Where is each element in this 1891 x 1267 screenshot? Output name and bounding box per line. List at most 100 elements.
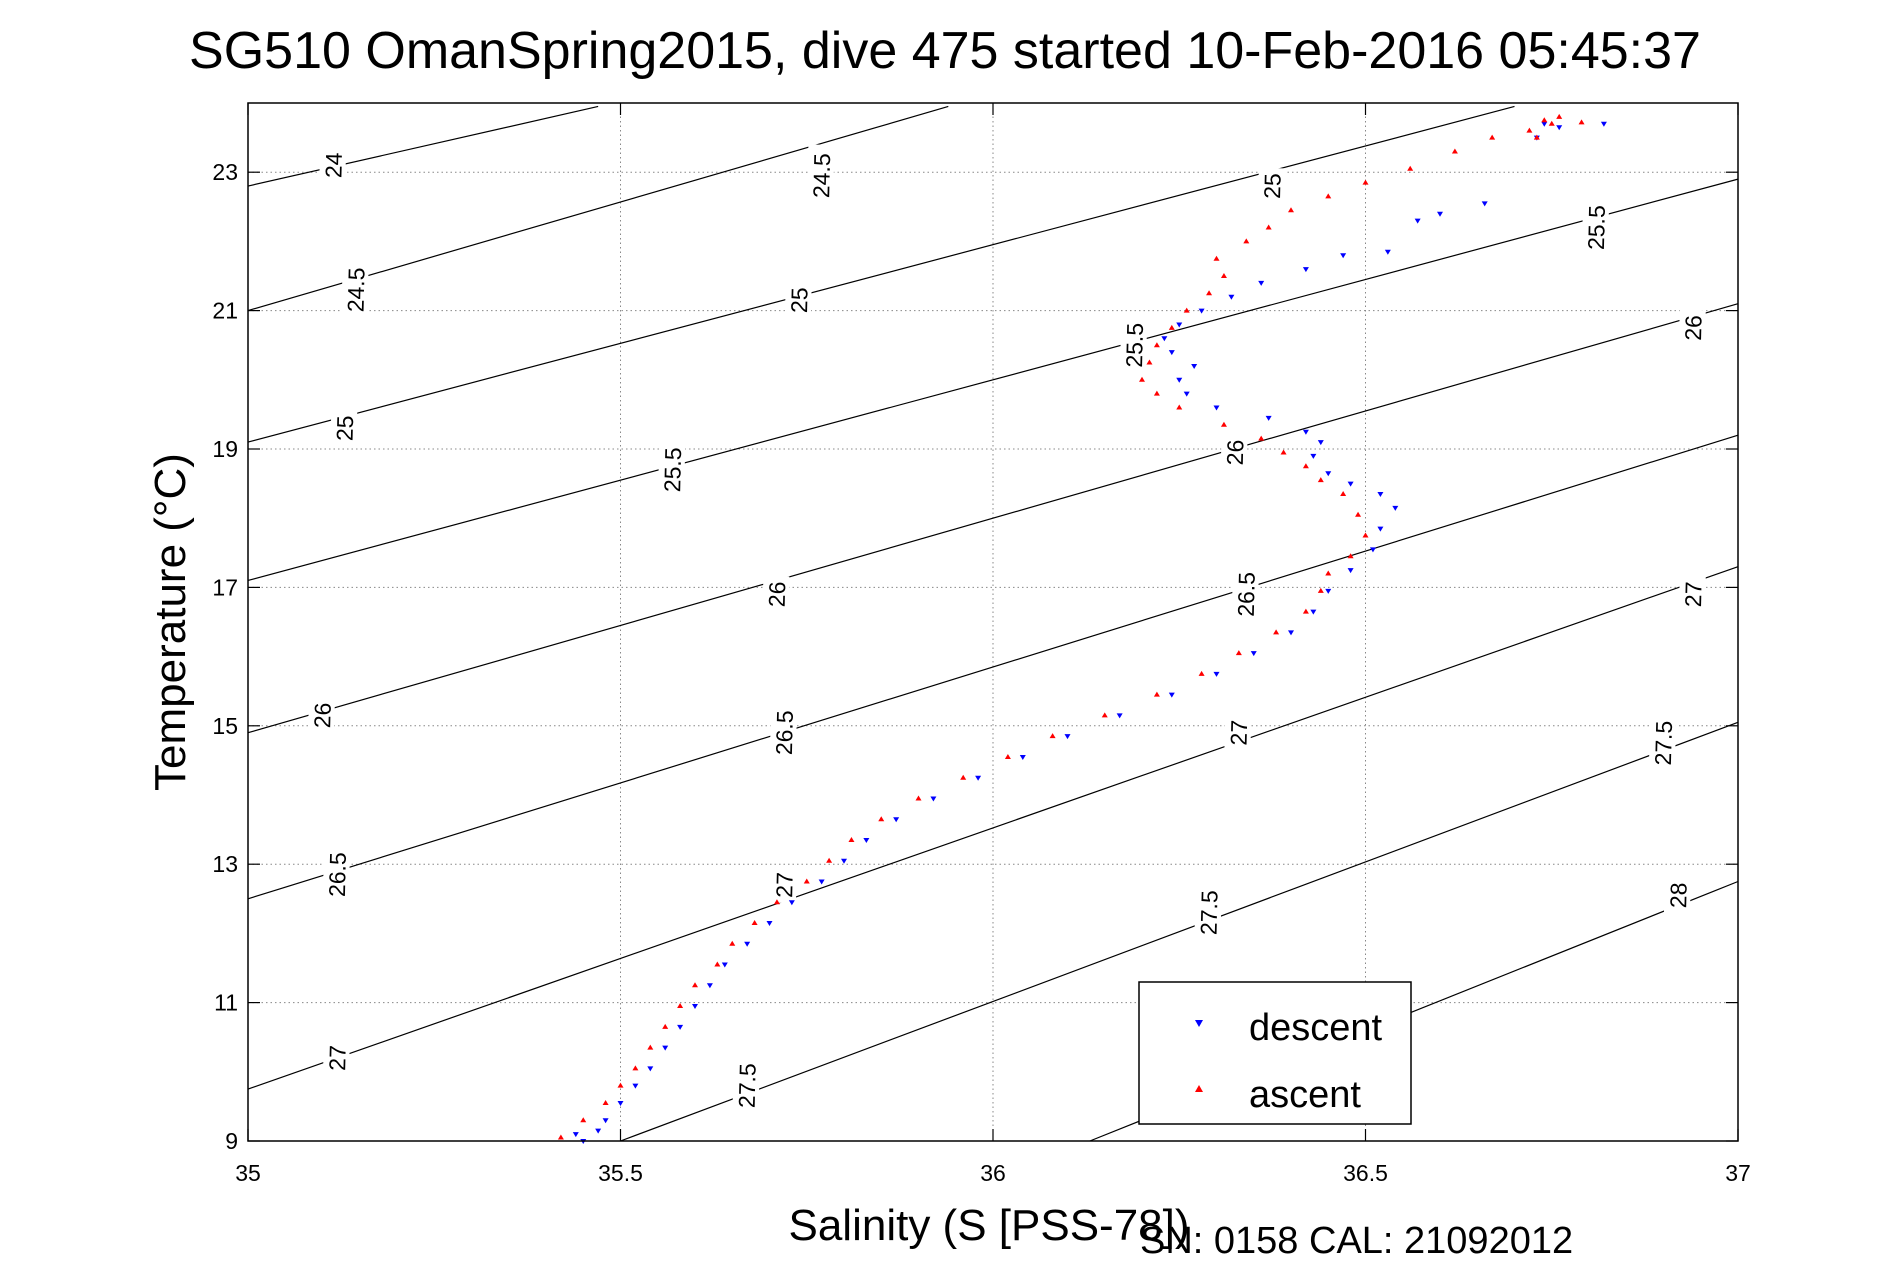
- descent-point: [572, 1132, 579, 1138]
- contour-label: 27: [324, 1045, 351, 1071]
- x-tick-label: 36: [980, 1160, 1006, 1186]
- contour-label-bg: [322, 843, 351, 906]
- contour-label-bg: [308, 697, 335, 734]
- descent-point: [1600, 121, 1607, 127]
- descent-point: [975, 775, 982, 781]
- x-tick-label: 35.5: [598, 1160, 643, 1186]
- descent-point: [1213, 405, 1220, 411]
- axis-ticks: 35 35.5 36 36.5 37 9 11 13 15 17 19 21 23: [212, 103, 1751, 1186]
- descent-point: [1228, 294, 1235, 300]
- descent-point: [677, 1024, 684, 1030]
- ascent-point: [1220, 273, 1227, 278]
- contour-label: 27: [771, 872, 798, 898]
- legend-descent-label: descent: [1249, 1007, 1383, 1049]
- contour-label-bg: [784, 281, 812, 319]
- contour-label: 26.5: [771, 710, 798, 755]
- descent-point: [1437, 211, 1443, 217]
- legend-ascent-marker: [1195, 1085, 1203, 1092]
- density-contour-line: [247, 105, 1515, 443]
- contour-label: 25: [332, 415, 359, 441]
- ascent-point: [1407, 165, 1414, 171]
- descent-point: [1161, 336, 1168, 342]
- ascent-point: [1533, 134, 1540, 140]
- descent-point: [1064, 734, 1071, 740]
- legend: descent ascent: [1138, 981, 1412, 1125]
- y-tick-label: 13: [212, 851, 238, 877]
- density-contours: 24 24.5 24.5 25 25 25 25.5 25.5 25.5 26 26 26 26 26.5…: [247, 105, 1739, 1142]
- descent-point: [1377, 491, 1384, 497]
- descent-point: [1258, 280, 1265, 286]
- y-tick-label: 17: [212, 574, 238, 600]
- ascent-point: [1153, 390, 1160, 396]
- ascent-point: [729, 940, 736, 946]
- descent-point: [1176, 377, 1183, 383]
- descent-point: [1265, 415, 1272, 421]
- ascent-point: [1049, 733, 1056, 739]
- contour-label: 27: [1680, 581, 1707, 607]
- ascent-point: [1302, 608, 1309, 614]
- ascent-point: [1183, 307, 1190, 313]
- descent-point: [1556, 125, 1563, 131]
- legend-box: [1138, 981, 1412, 1125]
- descent-point: [1369, 547, 1376, 553]
- ascent-point: [714, 961, 721, 967]
- descent-point: [1347, 481, 1354, 487]
- descent-point: [1302, 267, 1309, 273]
- contour-label-bg: [1220, 434, 1248, 471]
- ascent-point: [1548, 120, 1555, 126]
- data-series: [557, 113, 1607, 1144]
- descent-point: [1310, 609, 1317, 615]
- y-tick-label: 19: [212, 436, 238, 462]
- contour-label-bg: [657, 438, 686, 502]
- y-axis-label: Temperature (°C): [146, 453, 195, 791]
- ascent-point: [1176, 404, 1183, 410]
- ascent-point: [1347, 553, 1354, 559]
- descent-point: [1481, 201, 1488, 207]
- serial-calibration-label: SN: 0158 CAL: 21092012: [1140, 1220, 1573, 1262]
- ascent-point: [617, 1082, 624, 1088]
- descent-point: [1116, 713, 1123, 719]
- descent-point: [1191, 363, 1198, 369]
- ascent-point: [632, 1065, 639, 1071]
- ascent-point: [1101, 712, 1108, 718]
- ascent-point: [1258, 435, 1265, 441]
- descent-point: [1183, 391, 1190, 397]
- contour-label-bg: [1581, 196, 1610, 259]
- descent-point: [1213, 671, 1220, 677]
- contour-label: 25: [786, 287, 813, 313]
- contour-label-bg: [1119, 313, 1148, 377]
- ascent-point: [1325, 570, 1332, 576]
- x-tick-label: 35: [235, 1160, 261, 1186]
- descent-point: [647, 1066, 654, 1072]
- y-tick-label: 21: [212, 298, 238, 324]
- descent-point: [1317, 440, 1324, 446]
- contour-label: 27: [1226, 720, 1253, 746]
- descent-point: [602, 1118, 609, 1124]
- legend-descent-marker: [1195, 1020, 1203, 1027]
- ascent-point: [1317, 477, 1324, 483]
- x-tick-label: 37: [1725, 1160, 1751, 1186]
- ascent-point: [1153, 342, 1160, 348]
- ascent-point: [1302, 463, 1309, 469]
- descent-point: [893, 817, 900, 823]
- descent-point: [930, 796, 937, 802]
- ascent-point: [1004, 753, 1011, 759]
- ascent-point: [1243, 238, 1250, 244]
- contour-label: 26: [1222, 439, 1249, 465]
- descent-point: [721, 962, 728, 968]
- ascent-point: [803, 878, 810, 884]
- descent-point: [617, 1100, 624, 1106]
- ascent-point: [1198, 670, 1205, 676]
- contour-label: 26: [1680, 315, 1707, 341]
- x-tick-label: 36.5: [1343, 1160, 1388, 1186]
- ascent-point: [1556, 113, 1563, 119]
- ascent-point: [1213, 255, 1220, 261]
- series-ascent: [557, 113, 1585, 1140]
- descent-point: [863, 837, 870, 843]
- contour-label-bg: [732, 1054, 760, 1117]
- ascent-point: [1235, 650, 1242, 656]
- ascent-point: [1362, 179, 1369, 185]
- ascent-point: [848, 836, 855, 842]
- ascent-point: [1280, 449, 1287, 455]
